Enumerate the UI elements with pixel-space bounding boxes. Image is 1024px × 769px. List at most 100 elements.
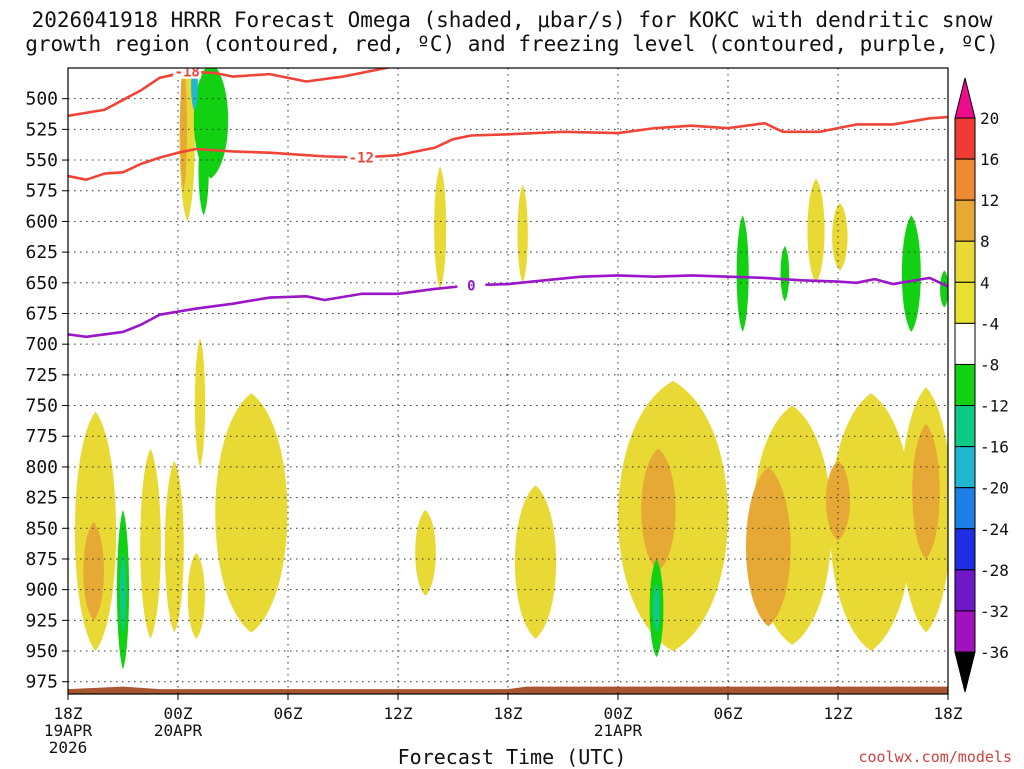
omega-region--8 to -12-1: [653, 583, 660, 633]
colorbar-swatch: [954, 446, 976, 489]
omega-region--8 to -12-0: [119, 552, 127, 633]
chart-title-line1: 2026041918 HRRR Forecast Omega (shaded, …: [31, 8, 993, 32]
colorbar-level-label: -24: [980, 520, 1009, 539]
contour-label--18: -18: [175, 65, 200, 81]
colorbar-level-label: -28: [980, 561, 1009, 580]
colorbar-arrow-top: [954, 77, 976, 119]
y-tick-label: 525: [25, 119, 58, 140]
x-tick-label: 00Z: [164, 704, 193, 723]
y-tick-label: 725: [25, 365, 58, 386]
omega-region--4 to -8-1: [198, 123, 209, 216]
omega-region-0-4-9: [187, 552, 205, 639]
y-tick-label: 875: [25, 549, 58, 570]
y-tick-label: 775: [25, 426, 58, 447]
omega-region--4 to -8-5: [901, 215, 921, 332]
x-tick-label: 18Z: [54, 704, 83, 723]
colorbar-level-label: 8: [980, 232, 990, 251]
y-tick-label: 600: [25, 211, 58, 232]
contour-label-bg: [347, 148, 376, 165]
x-tick-label: 19APR: [44, 721, 93, 740]
omega-region-0-4-4: [832, 203, 848, 271]
colorbar-swatch: [954, 158, 976, 201]
y-tick-label: 675: [25, 303, 58, 324]
colorbar-arrow-bottom: [954, 651, 976, 693]
x-tick-label: 2026: [49, 738, 88, 757]
y-tick-label: 500: [25, 89, 58, 110]
omega-region-0-4-15: [829, 393, 913, 652]
colorbar-level-label: -32: [980, 602, 1009, 621]
x-tick-label: 20APR: [154, 721, 203, 740]
omega-region--4 to -8-3: [736, 215, 749, 332]
omega-region-4-8-5: [912, 423, 940, 559]
colorbar-swatch: [954, 240, 976, 283]
colorbar-level-label: -20: [980, 479, 1009, 498]
x-tick-label: 06Z: [714, 704, 743, 723]
colorbar-level-label: 16: [980, 150, 999, 169]
contour-label-bg: [173, 68, 202, 79]
colorbar-swatch: [954, 281, 976, 324]
omega-region-0-4-12: [514, 485, 557, 639]
x-axis-title: Forecast Time (UTC): [397, 745, 627, 769]
omega-region-0-4-5: [194, 338, 206, 467]
y-tick-label: 650: [25, 273, 58, 294]
colorbar-level-label: -8: [980, 355, 999, 374]
x-tick-label: 00Z: [604, 704, 633, 723]
y-tick-label: 900: [25, 580, 58, 601]
contour-line--18: [68, 68, 393, 118]
colorbar-swatch: [954, 569, 976, 612]
omega-region--4 to -8-6: [940, 270, 948, 308]
omega-region--4 to -8-4: [780, 245, 790, 302]
y-tick-label: 950: [25, 641, 58, 662]
contour-line--12: [68, 115, 948, 181]
x-tick-label: 06Z: [274, 704, 303, 723]
colorbar-level-label: -12: [980, 397, 1009, 416]
x-tick-label: 12Z: [824, 704, 853, 723]
colorbar-swatch: [954, 405, 976, 448]
x-tick-label: 12Z: [384, 704, 413, 723]
colorbar-swatch: [954, 487, 976, 530]
omega-region-0-4-3: [807, 178, 825, 283]
omega-region--12 to -16-0: [191, 68, 198, 111]
y-tick-label: 575: [25, 181, 58, 202]
x-tick-label: 18Z: [934, 704, 963, 723]
y-tick-label: 750: [25, 396, 58, 417]
x-tick-label: 18Z: [494, 704, 523, 723]
colorbar-level-label: 12: [980, 191, 999, 210]
contour-layer: -18 -12 0: [68, 65, 948, 339]
colorbar-swatch: [954, 199, 976, 242]
colorbar-level-label: 4: [980, 273, 990, 292]
colorbar-swatch: [954, 528, 976, 571]
omega-region-4-8-2: [641, 448, 676, 572]
colorbar-level-label: 20: [980, 109, 999, 128]
y-tick-label: 800: [25, 457, 58, 478]
omega-region-4-8-3: [745, 466, 791, 627]
chart-title-line2: growth region (contoured, red, ºC) and f…: [25, 32, 999, 56]
colorbar-level-label: -36: [980, 643, 1009, 662]
colorbar-level-label: -4: [980, 314, 999, 333]
colorbar-swatch: [954, 363, 976, 407]
omega-region-0-4-1: [434, 166, 447, 289]
omega-shading-layer: [74, 68, 948, 670]
y-tick-label: 825: [25, 488, 58, 509]
grid-layer: [67, 68, 949, 694]
omega-region-4-8-1: [83, 522, 104, 621]
contour-label-bg: [457, 276, 486, 293]
y-axis: 500 525 550 575 600 625 650 675 700 725 750 775 800 8…: [25, 89, 68, 693]
colorbar-level-label: -16: [980, 438, 1009, 457]
omega-region-0-4-8: [164, 460, 184, 633]
y-tick-label: 550: [25, 150, 58, 171]
colorbar-swatch: [954, 610, 976, 653]
omega-region-0-4-10: [215, 393, 288, 633]
omega-region-0-4-11: [415, 509, 436, 596]
omega-region-0-4-2: [517, 184, 528, 283]
y-tick-label: 700: [25, 334, 58, 355]
watermark: coolwx.com/models: [858, 748, 1012, 766]
colorbar: 20 16 12 8 4 -4 -8 -12 -16 -20 -24 -28 -32 -36: [954, 77, 1009, 693]
contour-line-0: [68, 274, 948, 339]
contour-label--12: -12: [349, 151, 374, 167]
y-tick-label: 850: [25, 518, 58, 539]
y-tick-label: 625: [25, 242, 58, 263]
omega-region-0-4-7: [140, 448, 161, 639]
